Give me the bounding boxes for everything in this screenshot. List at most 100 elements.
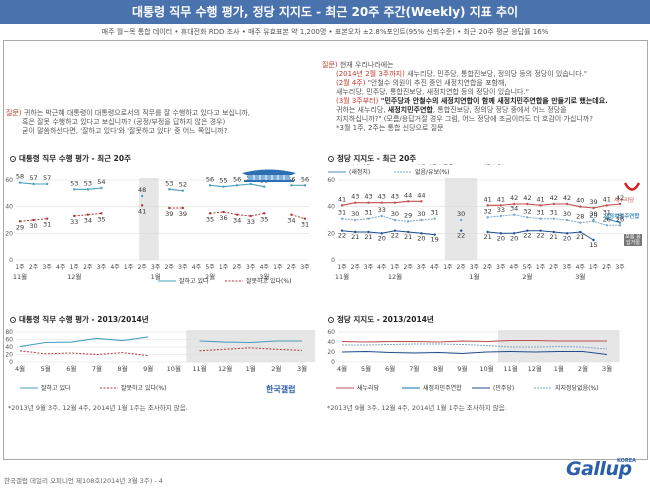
- x-tick-label: 3월: [602, 364, 612, 373]
- data-point: [406, 230, 410, 234]
- data-point: [354, 218, 357, 222]
- data-point: [552, 202, 556, 206]
- data-label: 21: [576, 233, 584, 241]
- series-line: [19, 218, 48, 222]
- y-tick-label: 20: [5, 352, 13, 359]
- data-point: [406, 220, 410, 223]
- data-point: [100, 186, 103, 190]
- legend-label: 잘하고 있다: [41, 384, 71, 392]
- data-label: 40: [576, 197, 584, 205]
- survey-method-note: 매주 월~목 통합 데이터 • 휴대전화 RDD 조사 • 매주 유효표본 약 …: [101, 28, 549, 36]
- data-point: [235, 213, 239, 216]
- data-label: 41: [497, 195, 505, 203]
- x-tick-label: 8월: [117, 364, 127, 373]
- shade-band: [498, 330, 620, 362]
- data-point: [512, 232, 516, 235]
- x-tick-label: 3월: [297, 364, 307, 373]
- x-tick-label: 11월: [192, 364, 206, 373]
- x-tick-label: 2주: [483, 264, 493, 271]
- y-tick-label: 80: [5, 329, 13, 336]
- x-tick-label: 3주: [562, 264, 572, 271]
- x-tick-label: 4주: [110, 264, 120, 271]
- x-tick-label: 10월: [167, 364, 181, 373]
- data-label: 33: [247, 218, 255, 226]
- y-tick-label: 40: [327, 204, 335, 211]
- legend-label: 잘못하고 있다(%): [246, 277, 291, 285]
- data-point: [539, 217, 542, 220]
- data-label: 26: [603, 215, 611, 223]
- data-label: 53: [165, 179, 173, 187]
- legend-label: 새누리당: [349, 164, 372, 166]
- data-label: 43: [364, 193, 372, 201]
- data-label: 56: [206, 175, 214, 183]
- data-point: [605, 204, 608, 207]
- data-point: [73, 188, 76, 191]
- x-tick-label: 9월: [457, 364, 467, 373]
- data-label: 31: [431, 209, 439, 217]
- month-label: 2월: [205, 272, 215, 281]
- data-label: 56: [233, 175, 241, 183]
- x-tick-label: 2월: [271, 364, 281, 373]
- content-frame: [3, 40, 648, 460]
- target-icon: [10, 156, 16, 162]
- target-icon: [10, 317, 16, 323]
- data-label: 31: [364, 209, 372, 217]
- data-label: 42: [550, 194, 558, 202]
- y-tick-label: 40: [5, 204, 13, 211]
- gallup-korea-label: KOREA: [617, 458, 637, 464]
- data-point: [579, 230, 582, 234]
- data-label: 39: [165, 210, 173, 218]
- data-point: [618, 224, 622, 227]
- data-label: 53: [70, 179, 78, 187]
- data-label: 34: [287, 217, 295, 225]
- data-point: [86, 188, 90, 191]
- data-point: [605, 224, 608, 227]
- data-point: [249, 182, 252, 186]
- data-label: 30: [457, 210, 465, 218]
- data-label: 30: [589, 210, 597, 218]
- data-label: 57: [29, 174, 37, 182]
- npad-logo-label: 새정치민주연합: [604, 214, 640, 220]
- data-point: [340, 217, 344, 220]
- x-tick-label: 10월: [479, 364, 493, 373]
- x-tick-label: 1주: [390, 264, 400, 271]
- x-tick-label: 2주: [351, 264, 361, 271]
- data-point: [539, 229, 542, 232]
- data-label: 30: [417, 210, 425, 218]
- x-tick-label: 2주: [287, 264, 297, 271]
- legend-label: 잘못하고 있다(%): [121, 384, 166, 392]
- data-point: [208, 184, 212, 187]
- legend-label: 지지정당없음(%): [555, 384, 599, 392]
- x-tick-label: 1주: [273, 264, 283, 271]
- data-point: [340, 204, 344, 207]
- data-point: [592, 220, 595, 223]
- data-point: [32, 218, 35, 222]
- legend-label: 새정치민주연합: [423, 384, 462, 392]
- shade-band: [139, 178, 159, 260]
- data-point: [380, 232, 383, 235]
- series-line: [74, 212, 102, 217]
- data-point: [73, 214, 76, 218]
- data-label: 54: [97, 178, 105, 186]
- x-tick-label: 4주: [260, 264, 270, 271]
- series-line: [341, 339, 607, 343]
- data-point: [552, 230, 556, 234]
- data-point: [168, 206, 171, 210]
- data-label: 41: [536, 195, 544, 203]
- x-tick-label: 2월: [578, 364, 588, 373]
- legend-label: 새정치민주연합: [415, 164, 454, 166]
- x-tick-label: 1주: [589, 264, 599, 271]
- series-line: [341, 215, 435, 222]
- series-line: [19, 336, 149, 348]
- data-point: [290, 184, 293, 187]
- x-tick-label: 4주: [192, 264, 202, 271]
- data-label: 20: [563, 234, 571, 242]
- y-tick-label: 20: [327, 349, 335, 356]
- data-label: 26: [616, 215, 624, 223]
- x-tick-label: 3주: [97, 264, 107, 271]
- data-point: [420, 232, 423, 235]
- legend-label: (민주당): [483, 164, 504, 166]
- gallup-logo: Gallup: [566, 458, 632, 480]
